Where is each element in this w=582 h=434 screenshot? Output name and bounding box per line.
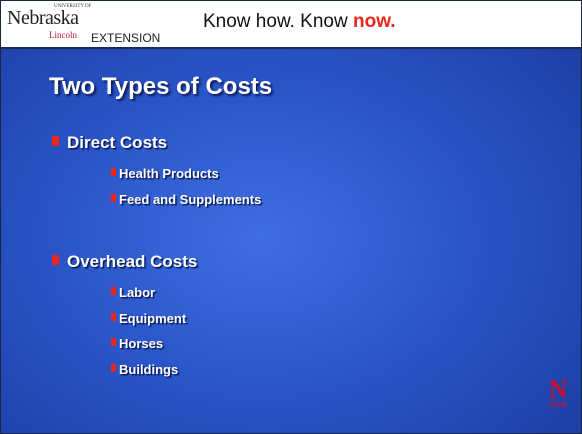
- item-label: Buildings: [119, 361, 179, 377]
- footer-logo-text: IANR: [549, 401, 567, 409]
- item-label: Horses: [119, 336, 164, 351]
- slide-title: Two Types of Costs: [49, 73, 273, 100]
- item-label: Labor: [119, 285, 156, 300]
- sub-bullet: [111, 338, 116, 346]
- slogan-start: Know how. Know: [203, 11, 348, 32]
- section-label: Overhead Costs: [67, 252, 198, 271]
- header: UNIVERSITY OF Nebraska Lincoln EXTENSION…: [1, 1, 581, 49]
- logo-top: UNIVERSITY OF: [54, 4, 92, 9]
- bullet: [52, 255, 59, 265]
- section-label: Direct Costs: [67, 133, 168, 152]
- logo-unit: EXTENSION: [91, 31, 161, 45]
- logo-sub: Lincoln: [49, 30, 77, 40]
- item-label: Feed and Supplements: [119, 191, 262, 207]
- item-label: Health Products: [119, 166, 219, 181]
- sub-bullet: [111, 363, 116, 372]
- slogan: Know how. Know now.: [203, 11, 396, 33]
- sub-bullet: [111, 193, 116, 202]
- bullet: [52, 136, 59, 146]
- item-label: Equipment: [119, 310, 187, 326]
- footer-logo: N IANR: [545, 375, 571, 410]
- logo-name: Nebraska: [7, 7, 79, 29]
- slogan-emphasis: now.: [352, 11, 396, 32]
- sub-bullet: [111, 168, 116, 176]
- sub-bullet: [111, 287, 116, 295]
- sub-bullet: [111, 312, 116, 321]
- footer-logo-mark: N: [548, 375, 568, 404]
